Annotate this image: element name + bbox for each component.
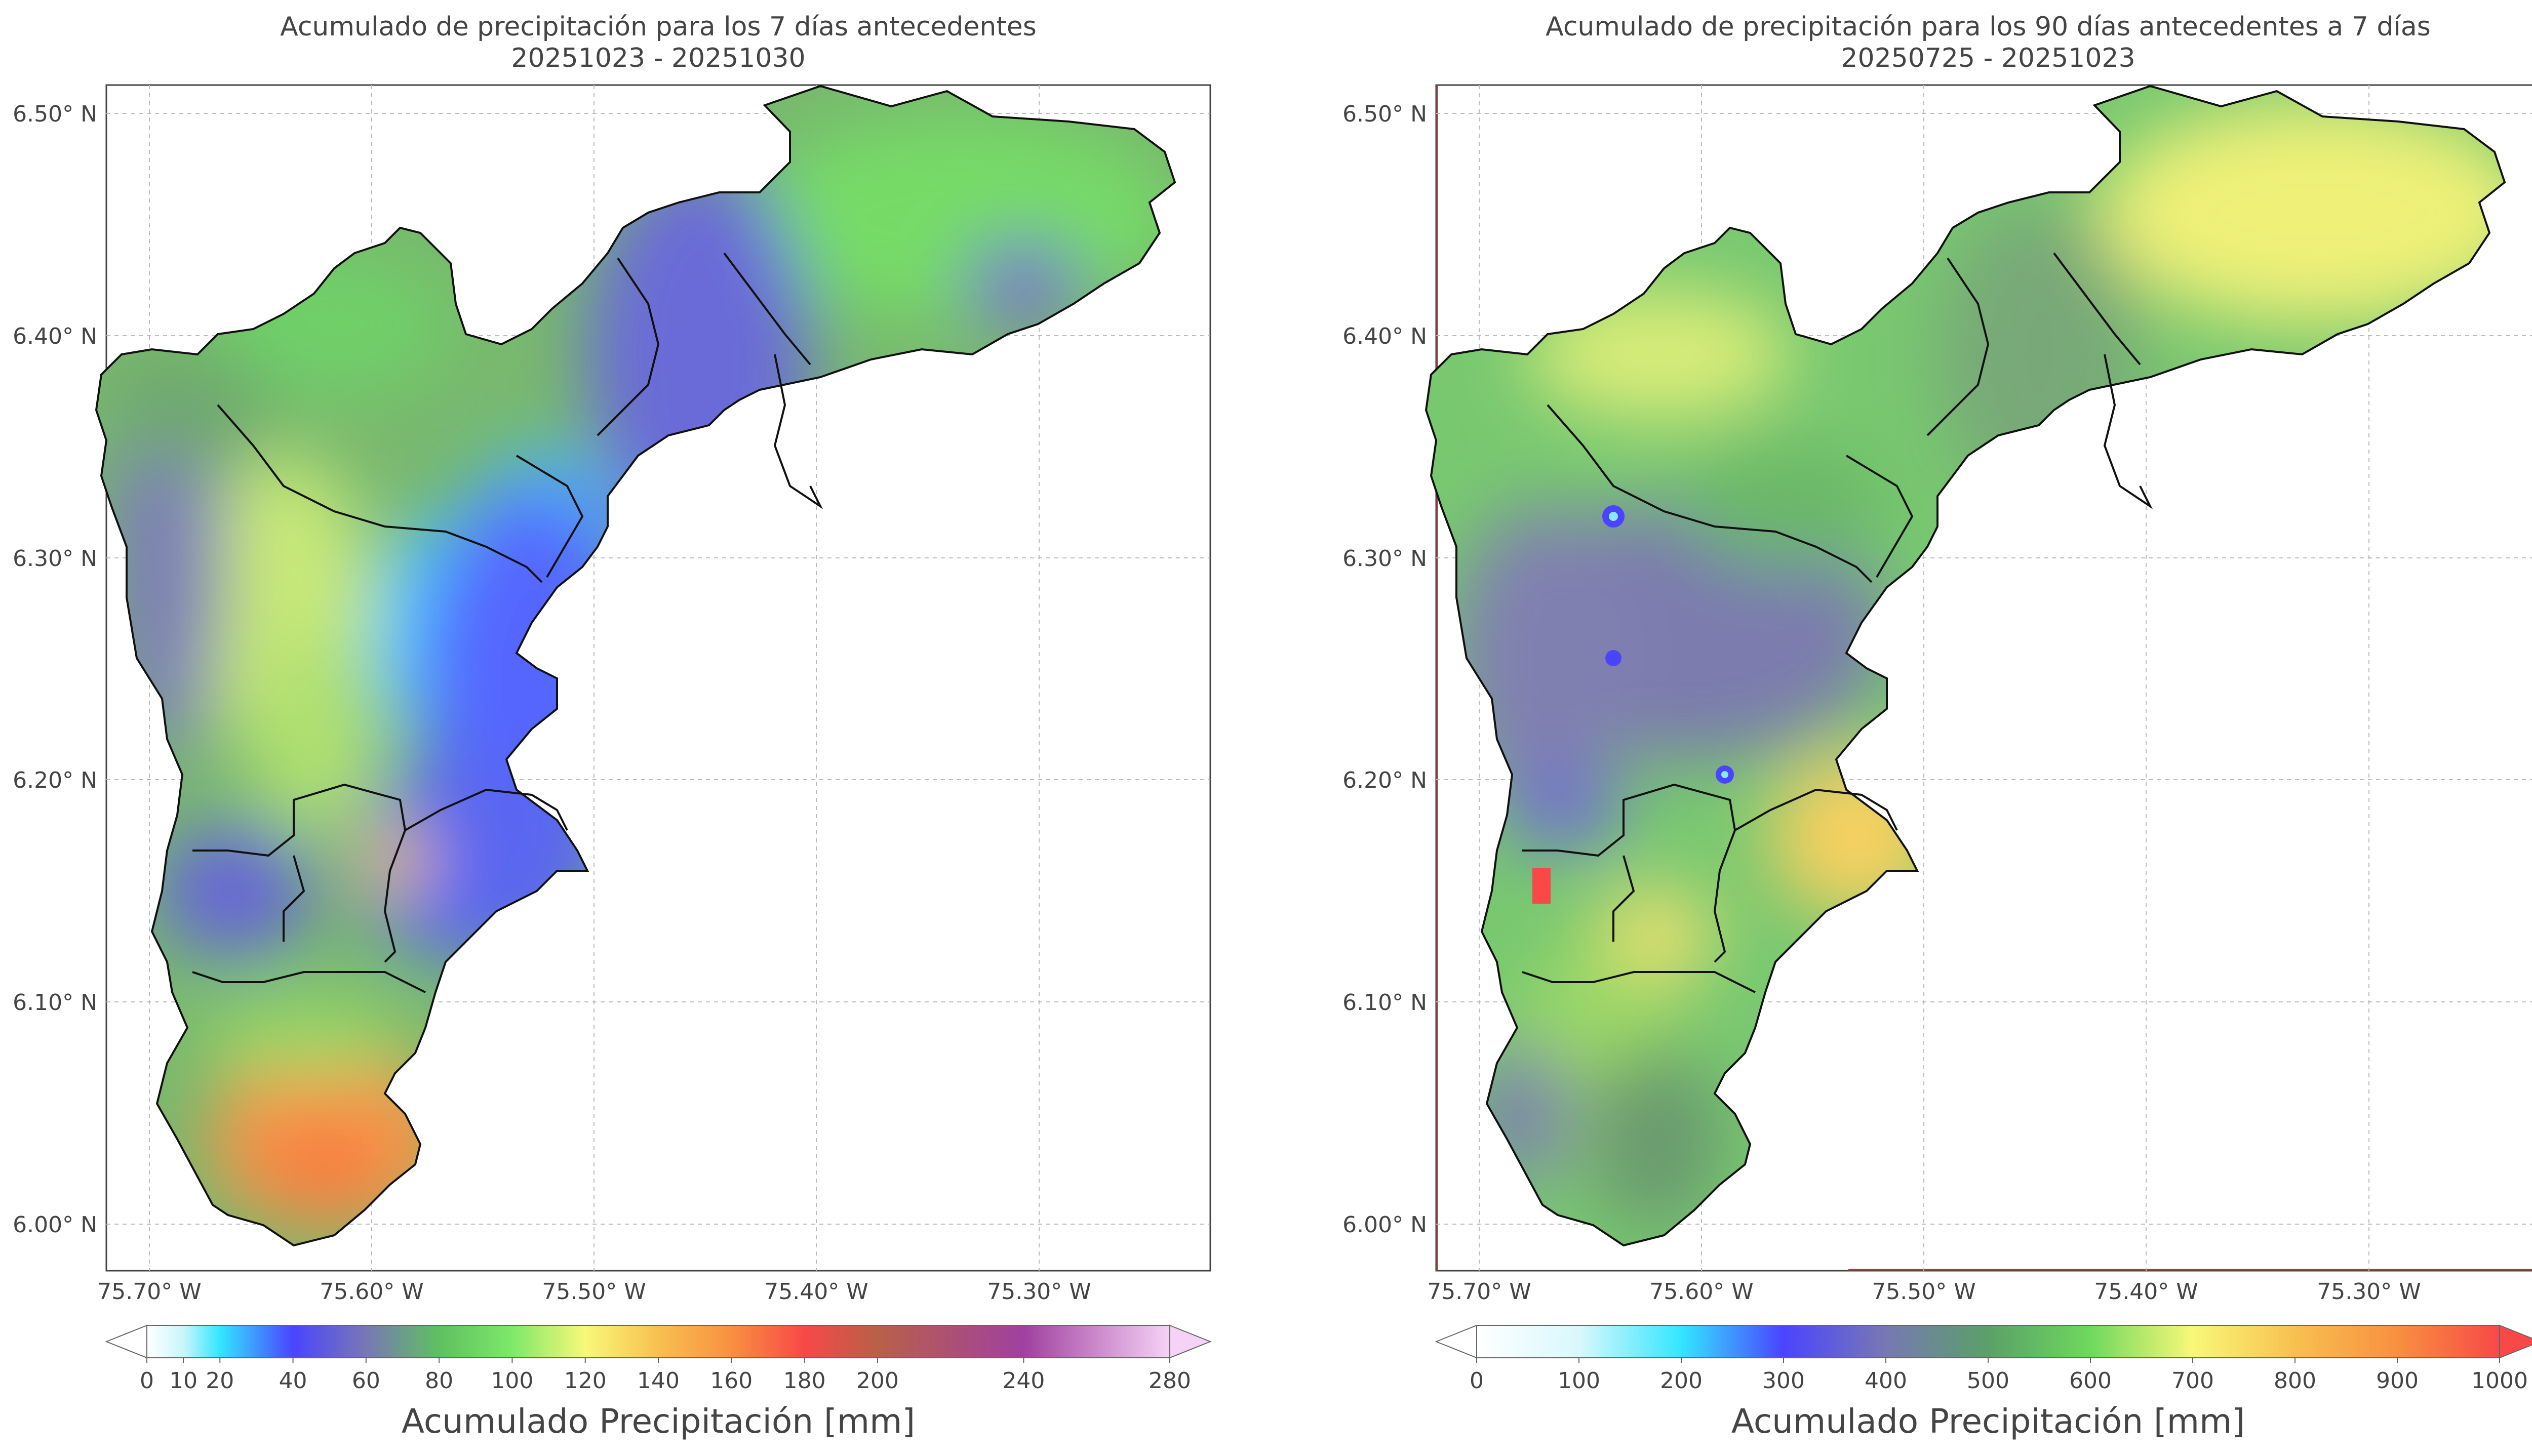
right-lat-tick: 6.00° N [1342,1212,1427,1238]
colorbar-tick-label: 280 [1149,1368,1191,1394]
right-map-panel: 6.50° N 6.40° N 6.30° N 6.20° N 6.10° N … [1342,84,2532,1441]
right-lat-tick: 6.30° N [1342,546,1427,572]
colorbar-tick-label: 40 [279,1368,307,1394]
colorbar-tick-label: 500 [1967,1368,2009,1394]
left-lon-tick: 75.70° W [97,1279,201,1305]
colorbar-tick-label: 1000 [2471,1368,2528,1394]
left-lat-tick: 6.10° N [13,990,97,1016]
right-lon-tick: 75.60° W [1649,1279,1753,1305]
left-lat-tick: 6.50° N [13,101,97,127]
left-colorbar-min-arrow [105,1324,147,1359]
right-map-title: Acumulado de precipitación para los 90 d… [1436,11,2532,74]
right-lon-tick: 75.70° W [1427,1279,1531,1305]
right-colorbar-bar [1476,1325,2500,1358]
right-lat-tick: 6.10° N [1342,990,1427,1016]
right-lat-tick: 6.20° N [1342,767,1427,793]
right-lon-tick: 75.50° W [1872,1279,1975,1305]
left-lon-tick: 75.30° W [987,1279,1091,1305]
right-map-title-line1: Acumulado de precipitación para los 90 d… [1546,12,2431,42]
left-colorbar-ticks: 0 10 20 40 60 80 100 120 140 160 180 200 240 280 [140,1358,1191,1394]
colorbar-tick-label: 80 [425,1368,453,1394]
colorbar-tick-label: 100 [1558,1368,1600,1394]
colorbar-tick-label: 20 [206,1368,234,1394]
left-lon-tick: 75.50° W [542,1279,646,1305]
left-map-panel: 6.50° N 6.40° N 6.30° N 6.20° N 6.10° N … [13,84,1212,1441]
colorbar-tick-label: 140 [637,1368,680,1394]
right-lat-axis: 6.50° N 6.40° N 6.30° N 6.20° N 6.10° N … [1342,101,1427,1238]
colorbar-tick-label: 800 [2274,1368,2316,1394]
left-lat-tick: 6.30° N [13,546,97,572]
right-lat-tick: 6.40° N [1342,323,1427,349]
left-lat-tick: 6.40° N [13,323,97,349]
colorbar-tick-label: 160 [710,1368,753,1394]
left-map-title: Acumulado de precipitación para los 7 dí… [106,11,1210,74]
right-subbasin-boundaries [1522,252,2153,993]
colorbar-tick-label: 0 [1470,1368,1484,1394]
right-colorbar: 0 100 200 300 400 500 600 700 800 900 1000 Acumula… [1435,1324,2532,1441]
colorbar-tick-label: 60 [352,1368,380,1394]
left-map-title-line2: 20251023 - 20251030 [511,43,806,73]
colorbar-tick-label: 200 [856,1368,899,1394]
right-colorbar-label: Acumulado Precipitación [mm] [1731,1402,2245,1441]
colorbar-tick-label: 180 [783,1368,826,1394]
left-colorbar-bar [146,1325,1170,1358]
left-lat-tick: 6.00° N [13,1212,97,1238]
colorbar-tick-label: 600 [2069,1368,2112,1394]
colorbar-tick-label: 240 [1002,1368,1045,1394]
colorbar-tick-label: 700 [2171,1368,2214,1394]
colorbar-tick-label: 100 [491,1368,533,1394]
colorbar-tick-label: 10 [169,1368,197,1394]
right-colorbar-min-arrow [1435,1324,1477,1359]
right-colorbar-max-arrow [2499,1324,2532,1359]
left-subbasin-boundaries [192,252,823,993]
colorbar-tick-label: 400 [1865,1368,1907,1394]
left-lon-tick: 75.40° W [764,1279,868,1305]
left-colorbar-label: Acumulado Precipitación [mm] [402,1402,915,1441]
colorbar-tick-label: 200 [1660,1368,1703,1394]
left-lon-tick: 75.60° W [320,1279,423,1305]
left-lat-tick: 6.20° N [13,767,97,793]
left-lat-axis: 6.50° N 6.40° N 6.30° N 6.20° N 6.10° N … [13,101,97,1238]
left-lon-axis: 75.70° W 75.60° W 75.50° W 75.40° W 75.3… [97,1279,1091,1305]
right-lon-tick: 75.40° W [2094,1279,2198,1305]
left-colorbar-max-arrow [1169,1324,1212,1359]
right-lat-tick: 6.50° N [1342,101,1427,127]
colorbar-tick-label: 300 [1762,1368,1805,1394]
colorbar-tick-label: 900 [2376,1368,2419,1394]
colorbar-tick-label: 0 [140,1368,154,1394]
left-map-title-line1: Acumulado de precipitación para los 7 dí… [280,12,1037,42]
right-colorbar-ticks: 0 100 200 300 400 500 600 700 800 900 1000 [1470,1358,2528,1394]
left-colorbar: 0 10 20 40 60 80 100 120 140 160 180 200 240 280 Acum… [105,1324,1212,1441]
right-lon-tick: 75.30° W [2317,1279,2421,1305]
right-map-title-line2: 20250725 - 20251023 [1841,43,2135,73]
right-lon-axis: 75.70° W 75.60° W 75.50° W 75.40° W 75.3… [1427,1279,2421,1305]
colorbar-tick-label: 120 [564,1368,607,1394]
